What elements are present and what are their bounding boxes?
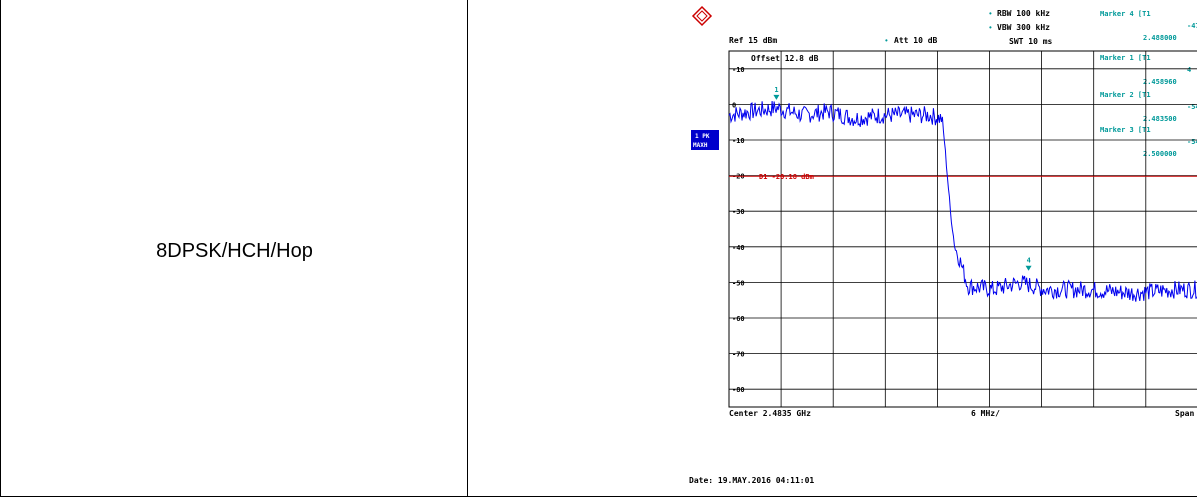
attenuation: Att 10 dB	[894, 36, 938, 45]
y-tick-label: -10	[732, 66, 745, 74]
marker-panel-frequency: 2.488000	[1143, 34, 1177, 42]
marker-panel-frequency: 2.500000	[1143, 150, 1177, 158]
y-tick-label: -70	[732, 351, 745, 359]
y-tick-label: -50	[732, 279, 745, 287]
rs-logo-icon	[691, 5, 713, 27]
trace-mode: MAXH	[693, 142, 708, 149]
frequency-division: 6 MHz/	[971, 409, 1000, 418]
span-label: Span	[1175, 409, 1194, 418]
vbw-bullet-icon: •	[989, 23, 992, 32]
att-bullet-icon: •	[885, 36, 888, 45]
rbw-bullet-icon: •	[989, 9, 992, 18]
offset-label: Offset 12.8 dB	[751, 54, 819, 63]
plot-cell: Ref 15 dBm Att 10 dB RBW 100 kHz VBW 300…	[469, 0, 1197, 496]
y-tick-label: -40	[732, 244, 745, 252]
marker-panel-value: -47	[1187, 22, 1197, 30]
center-frequency: Center 2.4835 GHz	[729, 409, 811, 418]
marker-panel: Marker 4 [T1 -47 2.488000 Marker 1 [T1 4 2.45…	[1100, 10, 1197, 158]
marker-triangle	[773, 94, 780, 100]
marker-panel-title: Marker 2 [T1	[1100, 91, 1151, 99]
marker-panel-title: Marker 4 [T1	[1100, 10, 1151, 18]
rbw-label: RBW 100 kHz	[997, 9, 1050, 18]
ref-level: Ref 15 dBm	[729, 36, 777, 45]
spectrum-trace	[728, 100, 1197, 302]
y-tick-label: -10	[732, 137, 745, 145]
marker-triangle	[1025, 265, 1032, 271]
date-stamp: Date: 19.MAY.2016 04:11:01	[689, 476, 814, 485]
marker-panel-value: -54	[1187, 103, 1197, 111]
y-tick-label: -30	[732, 208, 745, 216]
y-tick-label: 0	[732, 101, 736, 109]
limit-line-label: D1 -20.18 dBm	[759, 173, 814, 181]
marker-label: 1	[774, 86, 778, 94]
marker-panel-frequency: 2.483500	[1143, 115, 1177, 123]
marker-panel-title: Marker 1 [T1	[1100, 54, 1151, 62]
vbw-label: VBW 300 kHz	[997, 23, 1050, 32]
marker-label: 4	[1027, 257, 1031, 265]
y-tick-label: -80	[732, 386, 745, 394]
mode-cell: 8DPSK/HCH/Hop	[1, 0, 468, 496]
mode-label: 8DPSK/HCH/Hop	[156, 240, 313, 262]
spectrum-plot: Ref 15 dBm Att 10 dB RBW 100 kHz VBW 300…	[689, 5, 1197, 485]
trace-tag: 1 PK	[695, 133, 710, 140]
y-tick-label: -60	[732, 315, 745, 323]
swt-label: SWT 10 ms	[1009, 37, 1053, 46]
marker-panel-value: 4	[1187, 66, 1191, 74]
plot-frame	[728, 50, 1197, 408]
marker-panel-frequency: 2.458960	[1143, 78, 1177, 86]
marker-panel-title: Marker 3 [T1	[1100, 126, 1151, 134]
marker-panel-value: -54	[1187, 138, 1197, 146]
trace-tag-box	[691, 130, 719, 150]
